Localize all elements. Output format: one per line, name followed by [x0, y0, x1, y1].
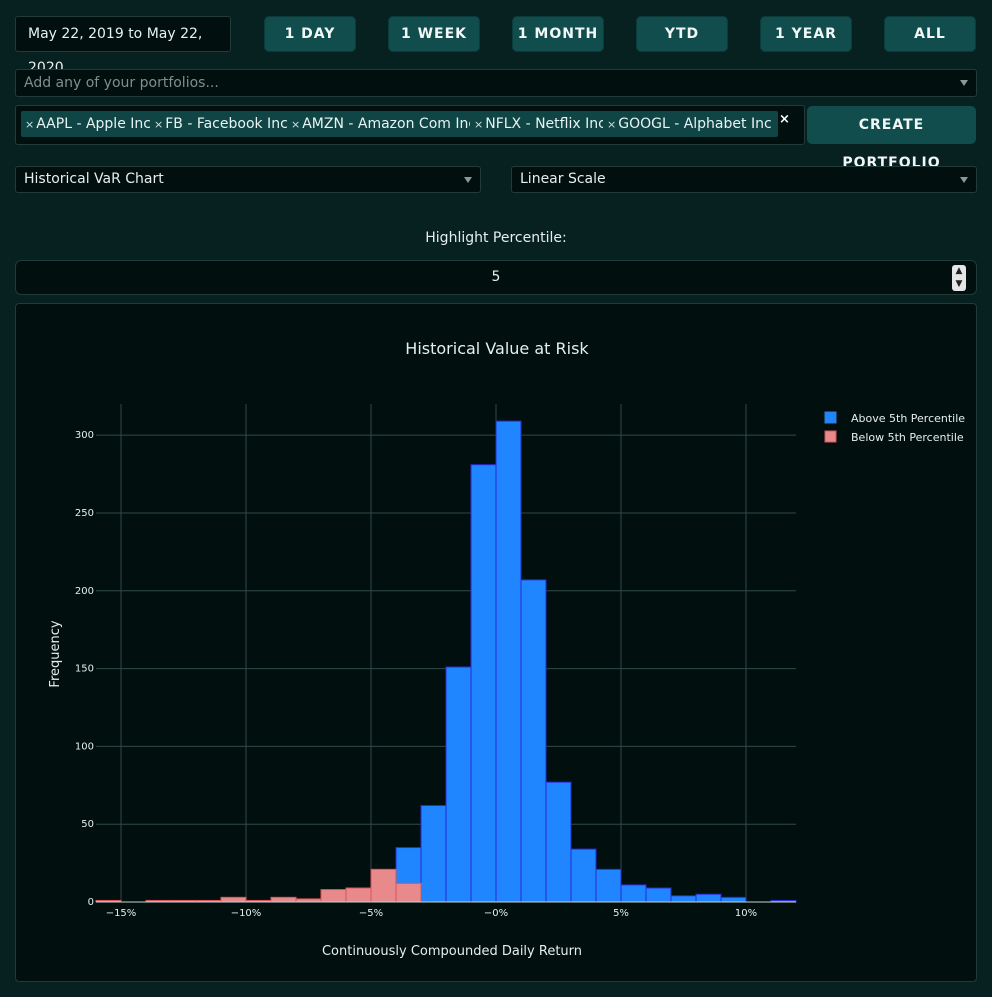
var-histogram-chart: Historical Value at Risk −15% −10% −5% −0% 5…	[48, 339, 965, 959]
histogram-bar-above	[620, 884, 647, 903]
chart-type-select[interactable]: Historical VaR Chart	[15, 166, 481, 193]
ticker-tag-label: NFLX - Netflix Inc	[485, 116, 606, 132]
histogram-bar-above	[595, 868, 622, 903]
remove-tag-icon[interactable]: ×	[154, 118, 164, 131]
range-button-1-day[interactable]: 1 DAY	[264, 16, 356, 52]
chart-panel: Historical Value at Risk −15% −10% −5% −0% 5…	[15, 303, 977, 982]
histogram-bar-above	[420, 805, 447, 903]
ticker-multiselect[interactable]: × AAPL - Apple Inc × FB - Facebook Inc × AM…	[15, 105, 805, 145]
legend-swatch-above	[824, 411, 837, 424]
ticker-tag: × GOOGL - Alphabet Inc	[603, 111, 778, 137]
range-button-1-month[interactable]: 1 MONTH	[512, 16, 604, 52]
chevron-down-icon	[464, 176, 472, 183]
y-tick-label: 0	[88, 897, 94, 908]
ticker-tag: × NFLX - Netflix Inc	[470, 111, 612, 137]
y-tick-label: 250	[75, 508, 94, 519]
remove-tag-icon[interactable]: ×	[474, 118, 484, 131]
portfolio-select-placeholder: Add any of your portfolios...	[24, 75, 219, 91]
histogram-bar-above	[645, 887, 672, 903]
chevron-up-icon[interactable]: ▲	[955, 266, 963, 276]
histogram-bar-above	[495, 420, 522, 903]
range-button-all[interactable]: ALL	[884, 16, 976, 52]
y-tick-label: 50	[81, 819, 94, 830]
histogram-bar-above	[545, 781, 572, 903]
scale-select[interactable]: Linear Scale	[511, 166, 977, 193]
histogram-bar-above	[445, 666, 472, 903]
histogram-bar-below	[395, 882, 422, 903]
x-tick-label: 5%	[613, 908, 629, 919]
remove-tag-icon[interactable]: ×	[291, 118, 301, 131]
histogram-bar-above	[520, 579, 547, 903]
date-range-input[interactable]: May 22, 2019 to May 22, 2020	[15, 16, 231, 76]
portfolio-select[interactable]: Add any of your portfolios...	[15, 69, 977, 97]
legend-label-above[interactable]: Above 5th Percentile	[851, 412, 965, 425]
clear-all-icon[interactable]: ×	[779, 112, 790, 127]
x-tick-label: −10%	[231, 908, 262, 919]
highlight-percentile-input[interactable]: 5 ▲ ▼	[15, 260, 977, 295]
ticker-tag-label: AAPL - Apple Inc	[36, 116, 151, 132]
ticker-tag: × AMZN - Amazon Com Inc	[287, 111, 483, 137]
ticker-tag: × AAPL - Apple Inc	[21, 111, 157, 137]
histogram-bar-above	[695, 893, 722, 903]
create-portfolio-button[interactable]: CREATE PORTFOLIO	[807, 106, 976, 171]
x-tick-label: −0%	[484, 908, 508, 919]
histogram-bar-below	[320, 889, 347, 903]
y-tick-label: 200	[75, 586, 94, 597]
chevron-down-icon[interactable]: ▼	[955, 279, 963, 289]
range-button-1-year[interactable]: 1 YEAR	[760, 16, 852, 52]
range-button-ytd[interactable]: YTD	[636, 16, 728, 52]
y-tick-label: 150	[75, 664, 94, 675]
remove-tag-icon[interactable]: ×	[25, 118, 35, 131]
highlight-percentile-value: 5	[491, 269, 501, 285]
bars	[95, 420, 797, 903]
ticker-tag-label: FB - Facebook Inc	[165, 116, 288, 132]
highlight-percentile-label: Highlight Percentile:	[425, 230, 567, 246]
ticker-tag: × FB - Facebook Inc	[150, 111, 294, 137]
remove-tag-icon[interactable]: ×	[607, 118, 617, 131]
histogram-bar-below	[370, 868, 397, 903]
y-axis-label: Frequency	[48, 620, 63, 687]
y-tick-label: 100	[75, 741, 94, 752]
chart-title: Historical Value at Risk	[405, 339, 589, 358]
histogram-bar-below	[220, 896, 247, 903]
ticker-tag-label: AMZN - Amazon Com Inc	[302, 116, 477, 132]
histogram-bar-above	[670, 895, 697, 903]
x-tick-label: 10%	[735, 908, 757, 919]
chart-type-value: Historical VaR Chart	[24, 171, 164, 187]
chevron-down-icon	[960, 80, 968, 86]
y-tick-label: 300	[75, 430, 94, 441]
histogram-bar-above	[470, 464, 497, 903]
x-tick-label: −5%	[359, 908, 383, 919]
legend: Above 5th Percentile Below 5th Percentil…	[824, 411, 965, 444]
legend-label-below[interactable]: Below 5th Percentile	[851, 431, 964, 444]
histogram-bar-below	[345, 887, 372, 903]
histogram-bar-below	[270, 896, 297, 903]
axes: −15% −10% −5% −0% 5% 10% 0 50 100 150 200 250 300	[75, 430, 796, 919]
legend-swatch-below	[824, 430, 837, 443]
range-button-1-week[interactable]: 1 WEEK	[388, 16, 480, 52]
histogram-bar-above	[720, 896, 747, 903]
number-spinner[interactable]: ▲ ▼	[952, 265, 966, 291]
x-tick-label: −15%	[106, 908, 137, 919]
ticker-tag-label: GOOGL - Alphabet Inc	[618, 116, 772, 132]
histogram-bar-above	[570, 848, 597, 903]
scale-value: Linear Scale	[520, 171, 606, 187]
x-axis-label: Continuously Compounded Daily Return	[322, 944, 582, 959]
chevron-down-icon	[960, 176, 968, 183]
